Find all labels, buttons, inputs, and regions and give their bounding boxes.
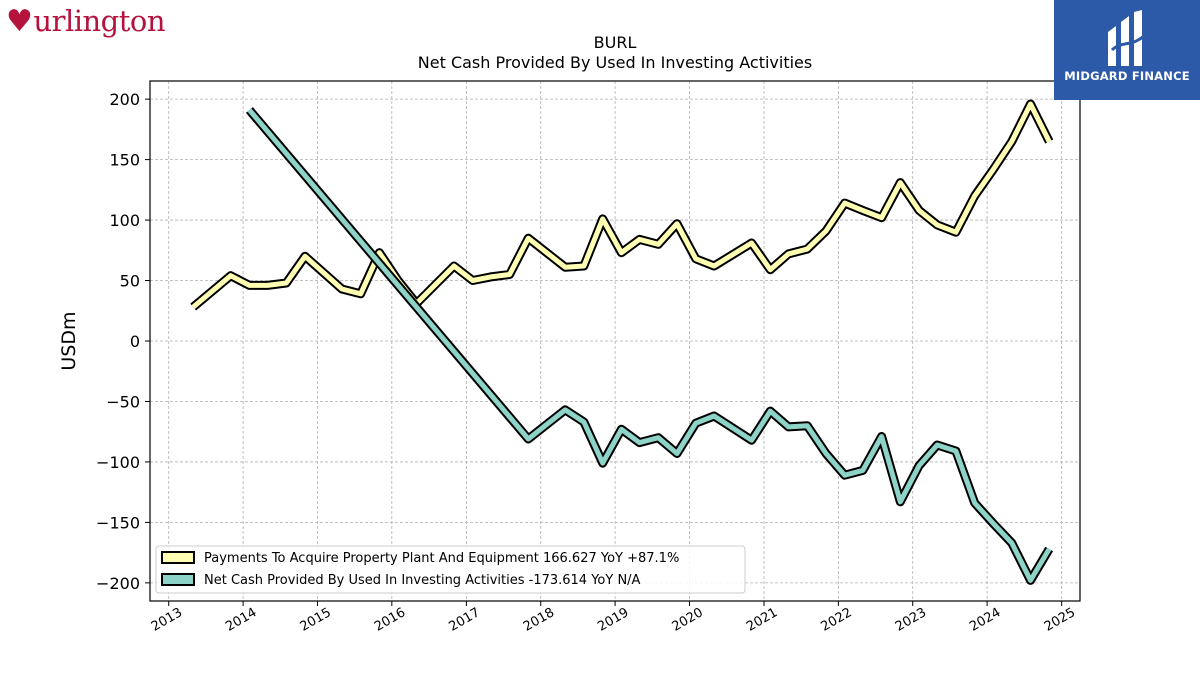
midgard-logo-icon xyxy=(1108,10,1148,66)
y-tick-label: −50 xyxy=(106,392,140,411)
legend-label-investing: Net Cash Provided By Used In Investing A… xyxy=(204,573,641,588)
x-tick-label: 2020 xyxy=(670,605,706,635)
y-tick-label: −150 xyxy=(96,513,140,532)
series-lines xyxy=(190,99,1054,585)
legend-swatch-capex xyxy=(161,551,195,564)
y-tick-label: 100 xyxy=(109,211,140,230)
y-tick-label: −200 xyxy=(96,574,140,593)
y-axis-label: USDm xyxy=(58,311,80,370)
legend-label-capex: Payments To Acquire Property Plant And E… xyxy=(204,551,679,566)
x-tick-label: 2015 xyxy=(298,605,334,635)
plot-frame xyxy=(149,80,1081,602)
x-tick-label: 2019 xyxy=(595,605,631,635)
x-tick-label: 2024 xyxy=(967,605,1003,635)
legend-box xyxy=(155,545,746,594)
brand-name: urlington xyxy=(33,4,166,38)
x-tick-label: 2014 xyxy=(223,605,259,635)
chart-title: BURL xyxy=(594,33,637,52)
y-tick-label: 0 xyxy=(130,332,140,351)
series-outline-capex xyxy=(190,99,1054,311)
burlington-logo: ♥urlington xyxy=(6,4,166,39)
legend-swatch-investing xyxy=(161,573,195,586)
y-tick-label: 150 xyxy=(109,151,140,170)
grid xyxy=(150,81,1080,601)
x-tick-label: 2016 xyxy=(372,605,408,635)
x-tick-label: 2018 xyxy=(521,605,557,635)
x-tick-label: 2013 xyxy=(149,605,185,635)
series-line-investing xyxy=(247,108,1052,583)
y-tick-label: 200 xyxy=(109,90,140,109)
heart-icon: ♥ xyxy=(6,4,33,39)
x-tick-label: 2025 xyxy=(1042,605,1078,635)
badge-name: MIDGARD FINANCE xyxy=(1064,69,1190,83)
x-tick-label: 2017 xyxy=(447,605,483,635)
midgard-finance-badge: MIDGARD FINANCE xyxy=(1054,0,1200,100)
series-outline-investing xyxy=(245,107,1054,585)
x-tick-label: 2022 xyxy=(819,605,855,635)
y-tick-label: 50 xyxy=(120,272,140,291)
y-tick-label: −100 xyxy=(96,453,140,472)
x-tick-label: 2023 xyxy=(893,605,929,635)
chart-subtitle: Net Cash Provided By Used In Investing A… xyxy=(418,53,812,72)
x-tick-label: 2021 xyxy=(744,605,780,635)
series-line-capex xyxy=(191,101,1052,310)
legend: Payments To Acquire Property Plant And E… xyxy=(155,545,746,594)
